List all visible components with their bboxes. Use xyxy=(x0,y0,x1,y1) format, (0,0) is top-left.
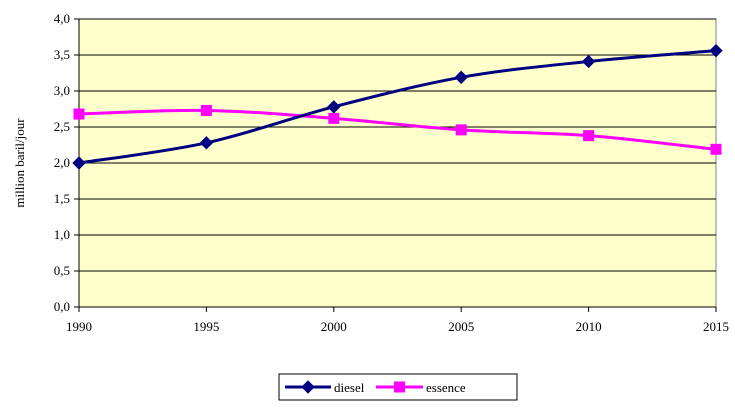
legend-marker xyxy=(301,380,315,394)
series-line-essence xyxy=(78,108,717,151)
x-tick-label: 1995 xyxy=(193,319,219,334)
data-point-diesel xyxy=(581,54,596,69)
y-tick-label: 2,0 xyxy=(54,155,70,170)
y-axis-label: million baril/jour xyxy=(12,118,27,208)
data-point-essence xyxy=(200,104,212,116)
legend-item-diesel: diesel xyxy=(285,380,365,395)
y-tick-label: 3,0 xyxy=(54,83,70,98)
x-tick-label: 2015 xyxy=(703,319,729,334)
x-tick-label: 1990 xyxy=(66,319,92,334)
series-diesel xyxy=(72,43,723,170)
legend: diesel essence xyxy=(278,373,518,401)
y-tick-label: 1,0 xyxy=(54,227,70,242)
x-tick-label: 2005 xyxy=(448,319,474,334)
y-tick-label: 4,0 xyxy=(54,11,70,26)
legend-label: diesel xyxy=(334,380,365,395)
legend-label: essence xyxy=(426,380,466,395)
series-line-diesel xyxy=(78,49,717,165)
data-point-diesel xyxy=(72,156,86,170)
data-point-essence xyxy=(455,124,467,136)
y-tick-label: 0,5 xyxy=(54,263,70,278)
legend-marker xyxy=(394,381,405,393)
y-tick-label: 1,5 xyxy=(54,191,70,206)
x-axis-ticks: 1990 1995 2000 2005 2010 2015 xyxy=(66,306,729,334)
data-point-essence xyxy=(583,130,595,142)
data-point-diesel xyxy=(199,136,214,150)
series xyxy=(72,43,723,170)
x-tick-label: 2000 xyxy=(321,319,347,334)
y-tick-label: 3,5 xyxy=(54,47,70,62)
y-tick-label: 0,0 xyxy=(54,299,70,314)
data-point-essence xyxy=(328,112,340,124)
legend-item-essence: essence xyxy=(376,380,466,395)
y-tick-label: 2,5 xyxy=(54,119,70,134)
series-essence xyxy=(73,104,722,155)
data-point-diesel xyxy=(327,100,341,114)
data-point-essence xyxy=(710,143,722,155)
data-point-diesel xyxy=(709,43,723,58)
data-point-essence xyxy=(73,108,85,120)
x-tick-label: 2010 xyxy=(576,319,602,334)
data-point-diesel xyxy=(454,70,468,85)
